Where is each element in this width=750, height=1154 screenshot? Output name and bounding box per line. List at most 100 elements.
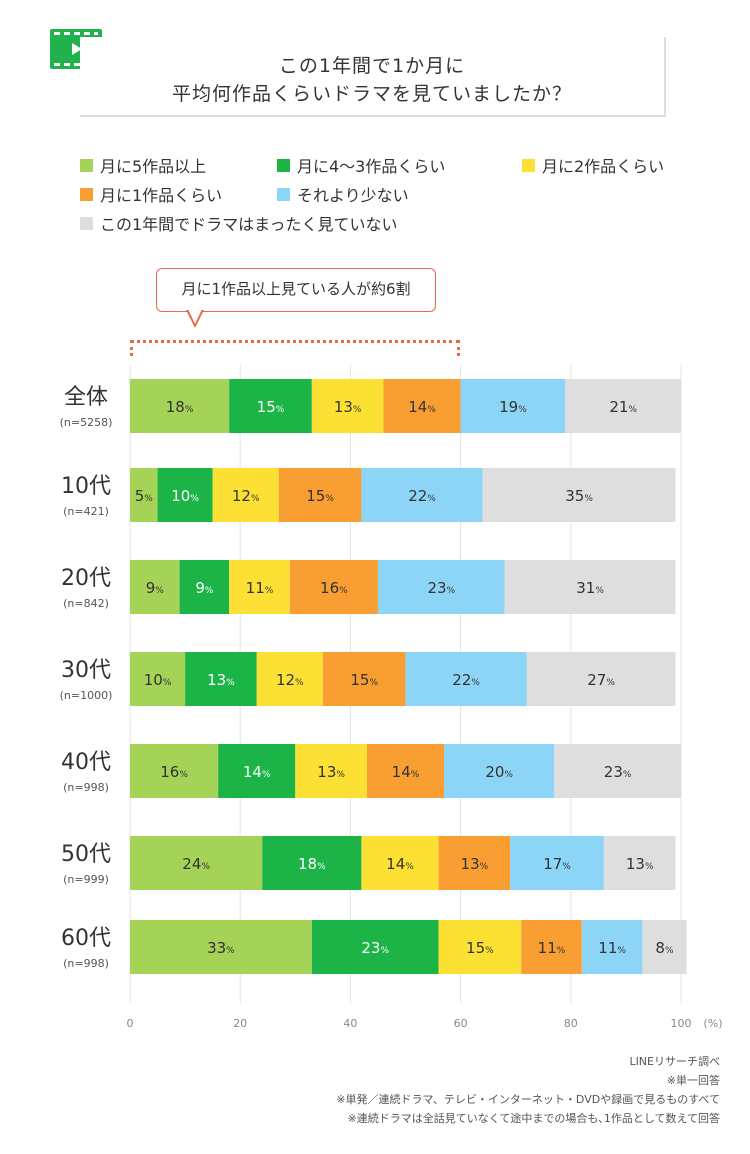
bar-segment [521, 920, 582, 974]
legend-label: この1年間でドラマはまったく見ていない [100, 215, 398, 234]
bar-value-label: 18% [298, 855, 326, 873]
bar-value-label: 21% [609, 398, 637, 416]
bar-segment [581, 920, 643, 974]
bar-segment [460, 379, 566, 433]
bar-value-label: 31% [576, 579, 604, 597]
legend-item-4-3: 月に4～3作品くらい [277, 153, 445, 177]
stacked-bar-chart: 0 20 40 60 80 100 (%) 全体 (n=5258) 18% 15% 13% 14% 19%… [60, 365, 723, 1030]
bar-value-label: 13% [461, 855, 489, 873]
bar-value-label: 16% [160, 763, 188, 781]
bar-segment [565, 379, 681, 433]
bar-segment [444, 744, 555, 798]
row-label: 20代 [61, 566, 111, 591]
bar-value-label: 13% [626, 855, 654, 873]
row-n-label: (n=1000) [60, 689, 113, 702]
bar-value-label: 13% [334, 398, 362, 416]
bar-value-label: 11% [538, 939, 566, 957]
bar-value-label: 12% [232, 487, 260, 505]
bar-segment [229, 379, 312, 433]
row-label: 50代 [61, 842, 111, 867]
bar-segment [185, 652, 257, 706]
legend-label: それより少ない [297, 186, 409, 205]
source-note: LINEリサーチ調べ [629, 1055, 720, 1068]
bar-value-label: 20% [485, 763, 513, 781]
bar-value-label: 15% [350, 671, 378, 689]
bar-value-label: 11% [246, 579, 274, 597]
callout-tail-inner [188, 309, 202, 324]
bar-segment [130, 744, 219, 798]
bar-segment [504, 560, 676, 614]
bar-value-label: 23% [604, 763, 632, 781]
bar-value-label: 10% [144, 671, 172, 689]
legend-swatch [80, 187, 93, 201]
bar-value-label: 14% [386, 855, 414, 873]
bar-value-label: 19% [499, 398, 527, 416]
bar-segment [642, 920, 687, 974]
row-label: 30代 [61, 658, 111, 683]
legend-item-5-plus: 月に5作品以上 [80, 153, 206, 177]
bar-value-label: 15% [466, 939, 494, 957]
bar-value-label: 17% [543, 855, 571, 873]
bar-value-label: 9% [146, 579, 165, 597]
bar-segment [278, 468, 362, 522]
row-label: 60代 [61, 926, 111, 951]
title-line-1: この1年間で1か月に [278, 55, 466, 77]
bar-segment [295, 744, 367, 798]
row-n-label: (n=999) [63, 873, 109, 886]
bar-value-label: 14% [392, 763, 420, 781]
bar-segment [383, 379, 461, 433]
bar-segment [366, 744, 445, 798]
bar-segment [510, 836, 604, 890]
bar-value-label: 14% [243, 763, 271, 781]
row-n-label: (n=998) [63, 781, 109, 794]
x-tick-label: 20 [233, 1017, 247, 1030]
bar-value-label: 11% [598, 939, 626, 957]
bar-value-label: 22% [452, 671, 480, 689]
legend-label: 月に5作品以上 [100, 157, 207, 176]
x-tick-label: 80 [564, 1017, 578, 1030]
bar-segment [438, 920, 522, 974]
legend-label: 月に4～3作品くらい [297, 157, 446, 176]
bar-value-label: 13% [207, 671, 235, 689]
legend-swatch [277, 187, 290, 201]
bar-segment [438, 836, 511, 890]
bar-segment [130, 379, 230, 433]
bar-segment [130, 920, 312, 974]
legend-item-none: この1年間でドラマはまったく見ていない [80, 211, 398, 235]
row-n-label: (n=421) [63, 505, 109, 518]
bar-segment [311, 379, 384, 433]
bar-value-label: 23% [427, 579, 455, 597]
bar-segment [554, 744, 681, 798]
legend-swatch [80, 158, 93, 172]
bar-segment [526, 652, 676, 706]
footnotes: LINEリサーチ調べ ※単一回答 ※単発／連続ドラマ、テレビ・インターネット・D… [336, 1052, 720, 1128]
bar-segment [130, 560, 180, 614]
bar-value-label: 18% [166, 398, 194, 416]
bar-value-label: 15% [257, 398, 285, 416]
bar-value-label: 9% [195, 579, 214, 597]
legend-item-less: それより少ない [277, 182, 409, 206]
bar-value-label: 35% [565, 487, 593, 505]
note-single-answer: ※単一回答 [666, 1074, 720, 1087]
legend-item-1: 月に1作品くらい [80, 182, 222, 206]
bar-segment [212, 468, 279, 522]
bar-segment [361, 468, 483, 522]
note-scope: ※単発／連続ドラマ、テレビ・インターネット・DVDや録画で見るものすべて [336, 1093, 720, 1106]
bar-value-label: 5% [135, 487, 154, 505]
x-tick-label: 100 [671, 1017, 692, 1030]
x-tick-label: 40 [343, 1017, 357, 1030]
bar-segment [405, 652, 527, 706]
bar-segment [311, 920, 439, 974]
bar-value-label: 22% [408, 487, 436, 505]
row-label: 40代 [61, 750, 111, 775]
bar-value-label: 15% [306, 487, 334, 505]
row-n-label: (n=842) [63, 597, 109, 610]
x-tick-label: 0 [127, 1017, 134, 1030]
legend-swatch [277, 158, 290, 172]
bar-value-label: 10% [171, 487, 199, 505]
legend-swatch [522, 158, 535, 172]
bar-segment [130, 836, 263, 890]
bar-segment [262, 836, 362, 890]
bar-segment [322, 652, 406, 706]
bar-segment [157, 468, 213, 522]
